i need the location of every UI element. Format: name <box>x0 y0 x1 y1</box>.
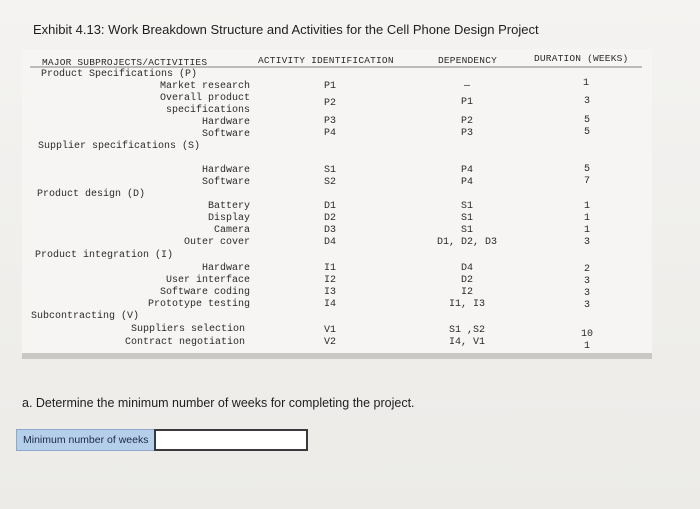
activity-id: P4 <box>323 128 336 139</box>
activity-duration: 2 <box>583 264 590 275</box>
activity-duration: 7 <box>583 176 590 187</box>
activity-dependency: P4 <box>460 165 473 176</box>
activity-duration: 1 <box>582 78 589 89</box>
activity-name: Hardware <box>201 263 250 274</box>
question-text: a. Determine the minimum number of weeks… <box>22 396 415 410</box>
activity-name: Software <box>201 129 250 140</box>
activity-duration: 1 <box>583 201 590 212</box>
answer-label: Minimum number of weeks <box>16 429 155 451</box>
group-product-integration: Product integration (I) <box>35 250 174 261</box>
activity-id: I3 <box>323 287 336 298</box>
activity-id: D3 <box>323 225 336 236</box>
activity-duration: 10 <box>580 329 593 340</box>
activity-id: S1 <box>323 165 336 176</box>
activity-id: V2 <box>323 337 336 348</box>
activity-id: I2 <box>323 275 336 286</box>
wbs-table <box>22 49 652 356</box>
activity-dependency: D4 <box>460 263 473 274</box>
activity-dependency: P1 <box>460 97 473 108</box>
header-divider <box>30 66 642 68</box>
activity-id: I1 <box>323 263 336 274</box>
activity-duration: 3 <box>583 276 590 287</box>
activity-id: D1 <box>323 201 336 212</box>
activity-name-continued: specifications <box>165 105 250 116</box>
activity-duration: 1 <box>583 225 590 236</box>
header-duration: DURATION (WEEKS) <box>534 53 629 64</box>
group-product-design: Product design (D) <box>37 189 146 200</box>
activity-duration: 5 <box>583 115 590 126</box>
activity-dependency: S1 <box>460 213 473 224</box>
activity-duration: 1 <box>583 341 590 352</box>
activity-name: Outer cover <box>183 237 250 248</box>
header-subprojects: MAJOR SUBPROJECTS/ACTIVITIES <box>42 57 208 68</box>
group-product-specifications: Product Specifications (P) <box>41 69 198 80</box>
activity-duration: 5 <box>583 127 590 138</box>
activity-id: S2 <box>323 177 336 188</box>
activity-duration: 3 <box>583 288 590 299</box>
activity-id: P1 <box>323 81 336 92</box>
activity-dependency: — <box>463 81 470 92</box>
activity-dependency: S1 <box>460 201 473 212</box>
activity-name: Software coding <box>159 287 250 298</box>
minimum-weeks-input[interactable] <box>154 429 309 451</box>
activity-name: Prototype testing <box>147 299 250 310</box>
activity-dependency: I1, I3 <box>448 299 485 310</box>
activity-duration: 3 <box>583 96 590 107</box>
activity-id: P2 <box>323 98 336 109</box>
activity-dependency: P3 <box>460 128 473 139</box>
group-supplier-specifications: Supplier specifications (S) <box>38 141 201 152</box>
activity-dependency: I2 <box>460 287 473 298</box>
group-subcontracting: Subcontracting (V) <box>31 311 140 322</box>
activity-name: Market research <box>159 81 250 92</box>
activity-name: Hardware <box>201 165 250 176</box>
activity-duration: 3 <box>583 300 590 311</box>
activity-duration: 3 <box>583 237 590 248</box>
activity-dependency: I4, V1 <box>448 337 485 348</box>
activity-name: User interface <box>165 275 250 286</box>
activity-name: Suppliers selection <box>130 324 245 335</box>
activity-id: D2 <box>323 213 336 224</box>
activity-name: Camera <box>213 225 250 236</box>
exhibit-title: Exhibit 4.13: Work Breakdown Structure a… <box>33 22 539 37</box>
activity-id: D4 <box>323 237 336 248</box>
activity-name: Hardware <box>201 117 250 128</box>
activity-dependency: S1 ,S2 <box>448 325 485 336</box>
table-bottom-border <box>22 353 652 359</box>
activity-name: Battery <box>207 201 250 212</box>
activity-name: Contract negotiation <box>124 337 245 348</box>
activity-dependency: D2 <box>460 275 473 286</box>
activity-name: Overall product <box>159 93 250 104</box>
activity-id: P3 <box>323 116 336 127</box>
activity-dependency: S1 <box>460 225 473 236</box>
header-activity-id: ACTIVITY IDENTIFICATION <box>258 55 394 66</box>
activity-dependency: P2 <box>460 116 473 127</box>
activity-id: V1 <box>323 325 336 336</box>
activity-name: Software <box>201 177 250 188</box>
answer-row: Minimum number of weeks <box>16 429 309 451</box>
activity-id: I4 <box>323 299 336 310</box>
activity-dependency: D1, D2, D3 <box>436 237 497 248</box>
activity-duration: 5 <box>583 164 590 175</box>
activity-duration: 1 <box>583 213 590 224</box>
header-dependency: DEPENDENCY <box>438 55 498 66</box>
activity-dependency: P4 <box>460 177 473 188</box>
activity-name: Display <box>207 213 250 224</box>
